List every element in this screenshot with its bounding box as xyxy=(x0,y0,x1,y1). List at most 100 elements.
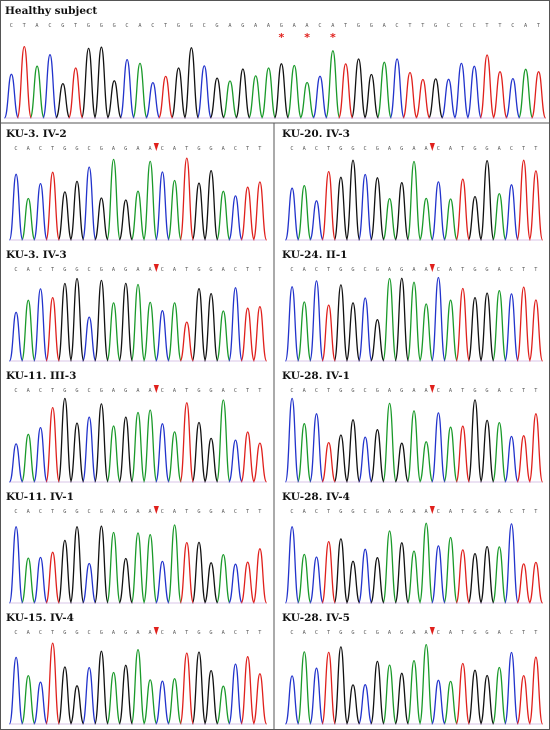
base-call: C xyxy=(315,146,318,152)
deletion-arrow-marker xyxy=(429,627,435,635)
base-call: G xyxy=(370,23,373,29)
base-call: A xyxy=(27,388,31,394)
base-call: T xyxy=(537,23,540,29)
base-call: T xyxy=(185,146,188,152)
base-call: C xyxy=(203,23,206,29)
base-call: G xyxy=(473,146,476,152)
trace-a xyxy=(296,402,507,483)
base-call: A xyxy=(138,23,142,29)
patient-panel: KU-28. IV-5 C A C T G G C G A G A A C A T G G A C T T xyxy=(282,612,544,725)
base-call: G xyxy=(100,509,103,515)
base-call: T xyxy=(534,388,537,394)
base-call: T xyxy=(23,23,26,29)
base-call: T xyxy=(534,146,537,152)
base-call: A xyxy=(303,509,307,515)
base-call: G xyxy=(75,509,78,515)
deletion-arrow-marker xyxy=(153,627,159,635)
base-call: C xyxy=(161,146,164,152)
base-call: A xyxy=(498,146,502,152)
base-call: C xyxy=(437,267,440,273)
trace-a xyxy=(20,283,231,362)
base-call: C xyxy=(151,23,154,29)
base-call: G xyxy=(400,146,403,152)
base-call: G xyxy=(376,388,379,394)
trace-a xyxy=(296,277,507,362)
base-call: C xyxy=(510,267,513,273)
base-call: G xyxy=(75,388,78,394)
base-call: T xyxy=(164,23,167,29)
base-call: A xyxy=(388,630,392,636)
patient-panel: KU-24. II-1 C A C T G G C G A G A A C A T G G A C T T xyxy=(282,249,544,362)
trace-c xyxy=(8,526,243,604)
base-call: A xyxy=(222,509,226,515)
base-call: T xyxy=(461,146,464,152)
base-call: C xyxy=(234,146,237,152)
base-call: A xyxy=(498,630,502,636)
base-call: G xyxy=(339,146,342,152)
base-call: C xyxy=(437,146,440,152)
base-call: G xyxy=(197,146,200,152)
base-call: T xyxy=(327,388,330,394)
base-call: T xyxy=(534,630,537,636)
reference-label: Healthy subject xyxy=(5,5,97,17)
base-call: G xyxy=(63,630,66,636)
patient-trace xyxy=(284,397,544,483)
base-call: A xyxy=(149,388,153,394)
patient-trace xyxy=(8,524,268,604)
base-call: A xyxy=(136,509,140,515)
patient-label: KU-20. IV-3 xyxy=(282,128,350,140)
base-call: C xyxy=(315,267,318,273)
patient-label: KU-15. IV-4 xyxy=(6,612,74,624)
patient-label: KU-24. II-1 xyxy=(282,249,348,261)
base-call: C xyxy=(473,23,476,29)
base-call: T xyxy=(534,509,537,515)
base-call: C xyxy=(364,630,367,636)
base-call: C xyxy=(437,388,440,394)
base-call: C xyxy=(437,630,440,636)
base-call: C xyxy=(318,23,321,29)
base-call: G xyxy=(351,267,354,273)
base-call: T xyxy=(522,146,525,152)
base-call: C xyxy=(511,23,514,29)
patient-panels: KU-3. IV-2C A C T G G C G A G A A C A T G G A C T TKU-3. IV-… xyxy=(6,128,544,725)
patient-trace xyxy=(8,642,268,725)
patient-label: KU-28. IV-4 xyxy=(282,491,350,503)
base-call: A xyxy=(173,267,177,273)
base-call: A xyxy=(136,388,140,394)
base-call: T xyxy=(185,509,188,515)
deletion-arrow-marker xyxy=(153,506,159,514)
base-call: G xyxy=(209,630,212,636)
patient-panel: KU-28. IV-1 C A C T G G C G A G A A C A T G G A C T T xyxy=(282,370,544,483)
patient-label: KU-28. IV-5 xyxy=(282,612,350,624)
base-call: T xyxy=(344,23,347,29)
base-call: A xyxy=(27,267,31,273)
base-call: A xyxy=(222,388,226,394)
base-call: T xyxy=(246,388,249,394)
patient-label: KU-3. IV-3 xyxy=(6,249,67,261)
base-call: G xyxy=(485,630,488,636)
base-call: T xyxy=(51,630,54,636)
trace-a xyxy=(296,522,507,604)
trace-a xyxy=(296,160,507,241)
base-call: C xyxy=(14,267,17,273)
base-call: C xyxy=(161,630,164,636)
patient-panel: KU-11. III-3 C A C T G G C G A G A A C A T G G A C T T xyxy=(6,370,268,483)
base-call: T xyxy=(258,146,261,152)
base-call: T xyxy=(522,630,525,636)
trace-c xyxy=(284,397,519,483)
mutation-star-marker: * xyxy=(304,31,310,44)
base-call: A xyxy=(136,267,140,273)
base-call: A xyxy=(112,630,116,636)
base-call: C xyxy=(88,388,91,394)
base-call: A xyxy=(425,146,429,152)
base-call: G xyxy=(339,509,342,515)
base-call: T xyxy=(461,509,464,515)
base-call: A xyxy=(412,630,416,636)
base-call: C xyxy=(510,388,513,394)
base-call: T xyxy=(534,267,537,273)
base-call: A xyxy=(498,509,502,515)
